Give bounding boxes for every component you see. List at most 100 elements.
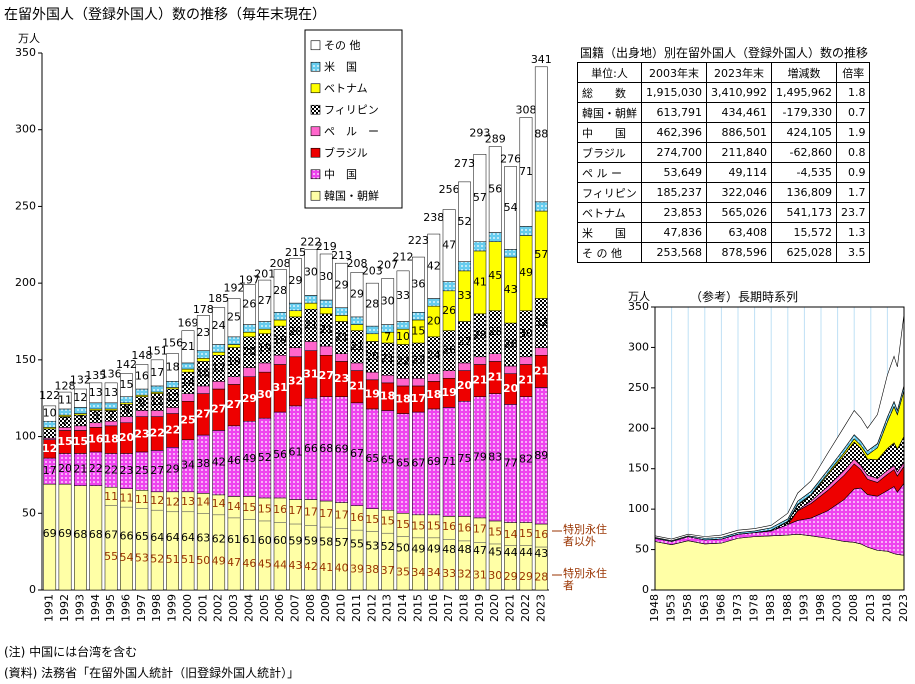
value-label: 75	[458, 452, 472, 465]
value-label: 69	[335, 443, 349, 456]
table-cell: 倍率	[835, 62, 871, 83]
value-label: 16	[135, 370, 149, 383]
total-label: 293	[469, 126, 490, 139]
value-label: 67	[104, 529, 118, 542]
x-tick-label: 1997	[135, 594, 148, 622]
bar-segment	[534, 347, 548, 356]
value-label: 22	[150, 427, 165, 440]
value-label: 57	[534, 248, 548, 261]
value-label: 56	[273, 448, 287, 461]
y-tick-label: 100	[15, 430, 36, 443]
y-tick-label: 150	[628, 462, 649, 475]
value-label: 22	[89, 462, 103, 475]
value-label: 42	[427, 259, 441, 272]
annotation: 特別永住者以外	[563, 523, 607, 548]
bar-segment	[273, 319, 287, 327]
table-cell: 韓国・朝鮮	[577, 102, 642, 123]
bar-segment	[135, 364, 149, 390]
value-label: 21	[518, 374, 533, 387]
value-label: 77	[504, 456, 518, 469]
total-label: 273	[454, 157, 475, 170]
value-label: 17	[43, 464, 57, 477]
bar-segment	[273, 312, 287, 321]
bar-segment	[150, 385, 164, 393]
value-label: 44	[519, 546, 533, 559]
value-label: 22	[396, 354, 410, 367]
value-label: 43	[504, 283, 518, 296]
value-label: 67	[350, 447, 364, 460]
value-label: 27	[150, 464, 164, 477]
bar-segment	[43, 405, 57, 422]
bar-segment	[365, 333, 379, 342]
value-label: 15	[258, 502, 272, 515]
value-label: 65	[381, 453, 395, 466]
bar-segment	[504, 249, 517, 258]
value-label: 57	[335, 536, 349, 549]
y-tick-label: 350	[15, 46, 36, 59]
value-label: 53	[365, 539, 379, 552]
total-label: 223	[408, 234, 429, 247]
value-label: 12	[166, 391, 180, 404]
total-label: 308	[515, 103, 536, 116]
table-cell: 米 国	[577, 222, 642, 243]
value-label: 64	[150, 531, 164, 544]
value-label: 19	[273, 334, 287, 347]
bar-segment	[58, 391, 72, 410]
value-label: 42	[212, 456, 226, 469]
value-label: 20	[119, 431, 135, 444]
x-tick-label: 2018	[880, 594, 893, 622]
value-label: 26	[442, 344, 456, 357]
value-label: 17	[289, 504, 303, 517]
value-label: 8	[92, 410, 99, 423]
table-cell: 253,568	[641, 242, 707, 263]
total-label: 213	[331, 249, 352, 262]
value-label: 27	[258, 294, 272, 307]
table-row: 単位:人 2003年末 2023年末 増減数 倍率	[577, 62, 871, 83]
value-label: 51	[181, 553, 195, 566]
table-row: 米 国 47,836 63,408 15,572 1.3	[577, 222, 871, 243]
bar-segment	[243, 331, 256, 338]
value-label: 34	[427, 566, 441, 579]
bar-segment	[381, 374, 395, 384]
value-label: 68	[73, 528, 87, 541]
x-tick-label: 2007	[289, 594, 302, 622]
total-label: 128	[55, 380, 76, 393]
value-label: 29	[166, 463, 180, 476]
value-label: 29	[242, 392, 257, 405]
value-label: 17	[304, 506, 318, 519]
value-label: 12	[150, 494, 164, 507]
x-tick-label: 2010	[335, 594, 348, 622]
total-label: 151	[147, 344, 168, 357]
value-label: 65	[396, 456, 410, 469]
table-cell: 1.3	[835, 222, 871, 243]
value-label: 60	[258, 534, 272, 547]
value-label: 29	[335, 278, 349, 291]
value-label: 7	[77, 413, 84, 426]
value-label: 89	[534, 449, 548, 462]
value-label: 20	[58, 462, 72, 475]
bar-segment	[120, 373, 133, 397]
value-label: 34	[181, 459, 195, 472]
value-label: 21	[381, 352, 395, 365]
total-label: 203	[362, 265, 383, 278]
value-label: 12	[42, 442, 57, 455]
value-label: 43	[534, 547, 548, 560]
table-cell: 462,396	[641, 122, 707, 143]
legend-label: フィリピン	[324, 103, 379, 116]
legend-swatch	[310, 104, 321, 115]
value-label: 32	[458, 568, 472, 581]
value-label: 15	[57, 435, 72, 448]
table-cell: 1,915,030	[641, 82, 707, 103]
bar-segment	[166, 353, 179, 382]
value-label: 64	[181, 531, 195, 544]
x-tick-label: 1988	[781, 594, 794, 622]
value-label: 38	[196, 457, 210, 470]
x-tick-label: 2008	[304, 594, 317, 622]
value-label: 31	[272, 381, 287, 394]
bar-segment	[304, 295, 318, 304]
value-label: 45	[488, 269, 502, 282]
value-label: 15	[427, 519, 441, 532]
bar-segment	[504, 365, 517, 374]
value-label: 48	[442, 543, 456, 556]
value-label: 64	[166, 531, 180, 544]
